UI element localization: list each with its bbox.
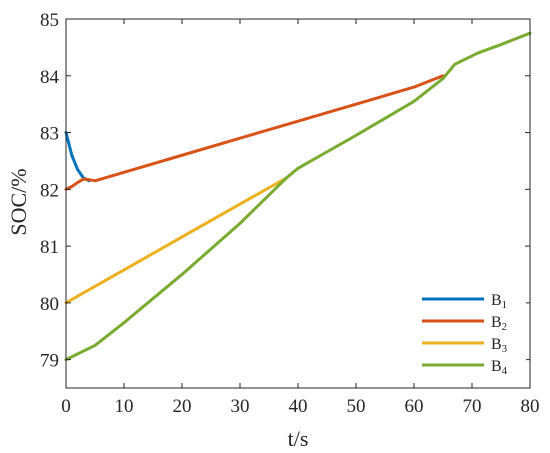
legend-label-b3: B3 — [491, 336, 508, 355]
legend: B1 B2 B3 B4 — [416, 288, 526, 380]
series-line-b4 — [64, 31, 532, 362]
x-axis-label: t/s — [288, 426, 309, 451]
x-tick-label: 80 — [521, 396, 540, 417]
y-tick-label: 80 — [40, 294, 59, 315]
x-tick-label: 70 — [463, 396, 482, 417]
series-line-b2 — [64, 74, 445, 191]
x-tick-label: 20 — [173, 396, 192, 417]
y-tick-label: 84 — [40, 67, 60, 88]
legend-label-b1: B1 — [491, 292, 507, 311]
y-axis-label: SOC/% — [6, 168, 31, 235]
x-tick-label: 30 — [231, 396, 250, 417]
x-tick-label: 50 — [347, 396, 366, 417]
x-tick-label: 40 — [289, 396, 308, 417]
x-tick-label: 0 — [61, 396, 71, 417]
y-tick-label: 81 — [40, 237, 59, 258]
x-tick-label: 60 — [405, 396, 424, 417]
series-line-b3 — [64, 176, 288, 305]
x-tick-label: 10 — [115, 396, 134, 417]
y-tick-label: 83 — [40, 124, 59, 145]
y-tick-label: 85 — [40, 10, 59, 31]
y-tick-label: 79 — [40, 351, 59, 372]
series-lines — [64, 31, 532, 362]
legend-label-b4: B4 — [491, 358, 508, 377]
axes: 0 10 20 30 40 50 60 70 80 79 80 81 82 83 84 85 — [40, 10, 540, 417]
legend-label-b2: B2 — [491, 314, 507, 333]
y-tick-label: 82 — [40, 180, 59, 201]
